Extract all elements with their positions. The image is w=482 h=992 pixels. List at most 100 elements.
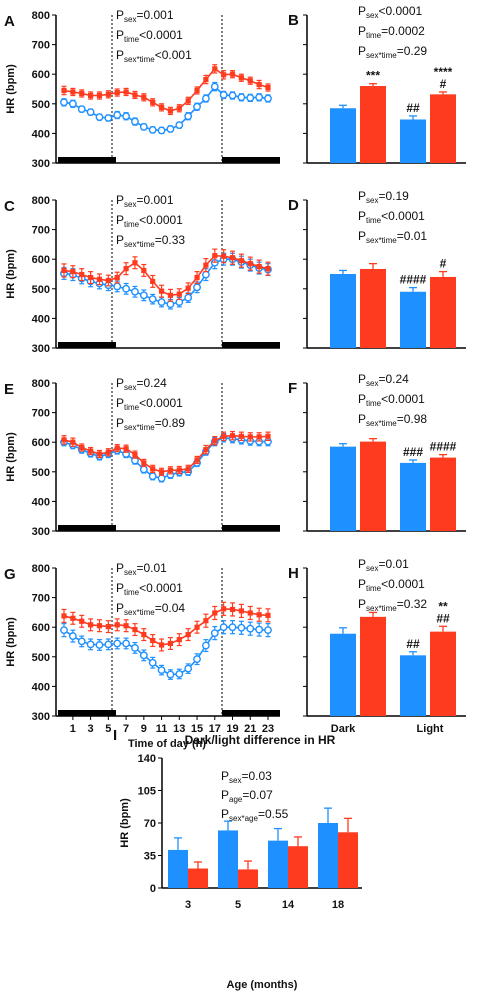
data-point: [61, 437, 67, 443]
stat-line: Psex=0.24: [358, 372, 409, 388]
data-point: [247, 610, 253, 616]
data-point: [167, 467, 174, 473]
bar-red: [430, 631, 456, 716]
night-bar: [222, 710, 280, 716]
bar-blue: [400, 462, 426, 531]
category-label: 14: [282, 899, 295, 911]
significance-label: ****: [434, 65, 453, 79]
y-tick-label: 70: [144, 818, 156, 830]
data-point: [167, 292, 174, 298]
data-point: [184, 293, 193, 302]
data-point: [96, 451, 103, 457]
bar-red: [360, 268, 386, 348]
data-point: [96, 623, 103, 629]
y-tick-label: 500: [32, 284, 50, 296]
significance-label: ####: [400, 273, 427, 287]
bar-red: [238, 869, 258, 888]
x-tick-label: 13: [173, 723, 185, 735]
data-point: [185, 285, 191, 291]
data-point: [79, 618, 85, 624]
data-point: [176, 105, 182, 111]
data-point: [194, 87, 200, 94]
data-point: [166, 125, 175, 133]
y-tick-label: 600: [32, 69, 50, 81]
bar-panel-H: H##**##Dark Light: [288, 565, 466, 735]
data-point: [166, 670, 175, 679]
significance-label: **: [438, 599, 448, 613]
data-point: [221, 253, 227, 259]
data-point: [193, 283, 201, 292]
y-tick-label: 300: [32, 526, 50, 538]
x-tick-label: 15: [191, 723, 203, 735]
data-point: [86, 108, 95, 116]
data-point: [167, 640, 174, 647]
y-axis-label: HR (bpm): [119, 798, 131, 848]
data-point: [123, 446, 129, 452]
data-point: [122, 284, 130, 293]
data-point: [157, 666, 166, 675]
data-point: [157, 126, 166, 135]
data-point: [88, 622, 94, 628]
bar-panel-F: F### ####: [288, 380, 466, 532]
x-tick-label: 9: [141, 723, 147, 735]
data-point: [229, 71, 236, 77]
data-point: [193, 102, 201, 111]
data-point: [194, 457, 200, 463]
data-point: [202, 641, 210, 650]
significance-label: #: [440, 77, 447, 91]
panel-letter: D: [288, 197, 299, 214]
data-point: [105, 277, 111, 284]
x-tick-label: 11: [156, 723, 168, 735]
bar-blue: [330, 274, 356, 348]
data-point: [70, 89, 76, 95]
y-tick-label: 400: [32, 313, 50, 325]
data-point: [158, 104, 165, 110]
y-tick-label: 800: [32, 563, 50, 575]
bar-blue: [168, 849, 188, 888]
data-point: [247, 261, 253, 267]
data-point: [237, 623, 246, 632]
data-point: [150, 466, 156, 472]
bar-red: [188, 868, 208, 888]
night-bar: [58, 342, 116, 348]
bar-red: [360, 441, 386, 531]
stat-line: Psex=0.19: [358, 189, 409, 205]
data-point: [203, 447, 209, 453]
stat-line: Ptime<0.0001: [116, 581, 183, 597]
data-point: [176, 291, 182, 297]
data-point: [212, 66, 218, 72]
data-point: [175, 121, 184, 130]
data-point: [212, 438, 218, 444]
panel-letter: C: [4, 198, 15, 215]
data-point: [193, 655, 201, 664]
data-point: [79, 271, 85, 278]
y-tick-label: 300: [32, 158, 50, 170]
data-point: [265, 266, 271, 272]
data-point: [148, 472, 157, 481]
line-panel-A: A 300 400 500 600 700 800 HR (bpm): [4, 10, 280, 170]
data-point: [212, 610, 218, 616]
data-point: [141, 267, 147, 274]
y-tick-label: 600: [32, 254, 50, 266]
y-tick-label: 500: [32, 652, 50, 664]
data-point: [131, 287, 139, 296]
bar-blue: [218, 830, 238, 888]
bar-blue: [330, 633, 356, 716]
data-point: [184, 112, 193, 121]
data-point: [113, 282, 122, 291]
data-point: [202, 270, 210, 279]
data-point: [157, 474, 166, 483]
category-label: Dark: [331, 723, 356, 735]
data-point: [122, 639, 130, 648]
data-point: [221, 433, 227, 439]
bar-blue: [268, 840, 288, 888]
bar-panel-B: B *** ## ****#: [288, 12, 466, 164]
data-point: [105, 449, 111, 455]
x-axis-label: Age (months): [227, 979, 298, 991]
data-point: [203, 76, 209, 83]
data-point: [139, 291, 148, 300]
x-tick-label: 7: [123, 723, 129, 735]
data-point: [131, 117, 139, 126]
data-point: [203, 618, 209, 624]
data-point: [122, 112, 130, 121]
